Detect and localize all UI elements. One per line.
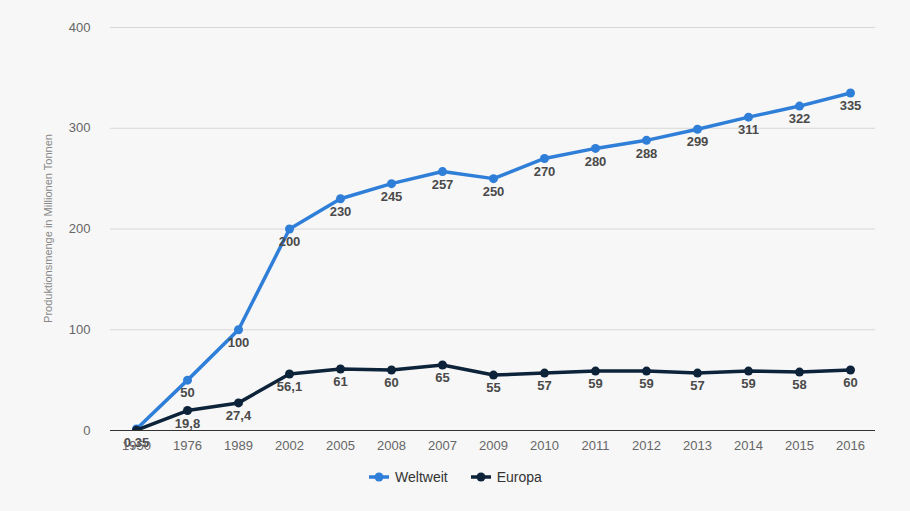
svg-text:299: 299 [687, 134, 709, 149]
svg-text:245: 245 [381, 189, 403, 204]
svg-text:2014: 2014 [734, 438, 763, 453]
svg-text:60: 60 [843, 375, 857, 390]
svg-text:1950: 1950 [122, 438, 151, 453]
svg-text:311: 311 [738, 122, 759, 137]
svg-text:50: 50 [180, 385, 194, 400]
svg-text:1976: 1976 [173, 438, 202, 453]
svg-text:57: 57 [537, 378, 551, 393]
svg-text:57: 57 [690, 378, 704, 393]
svg-text:59: 59 [741, 376, 755, 391]
svg-text:2012: 2012 [632, 438, 661, 453]
svg-text:230: 230 [330, 204, 352, 219]
svg-text:2007: 2007 [428, 438, 457, 453]
svg-text:65: 65 [435, 370, 449, 385]
svg-text:2010: 2010 [530, 438, 559, 453]
svg-text:400: 400 [69, 20, 91, 35]
svg-text:270: 270 [534, 164, 556, 179]
svg-text:60: 60 [384, 375, 398, 390]
svg-text:Produktionsmenge in Millionen: Produktionsmenge in Millionen Tonnen [42, 134, 54, 323]
html-text:Europa: Europa [496, 469, 542, 485]
svg-text:1989: 1989 [224, 438, 253, 453]
svg-text:59: 59 [639, 376, 653, 391]
svg-text:56,1: 56,1 [277, 379, 302, 394]
svg-text:2011: 2011 [582, 438, 610, 453]
svg-text:250: 250 [483, 184, 505, 199]
svg-text:27,4: 27,4 [226, 408, 252, 423]
svg-text:59: 59 [588, 376, 602, 391]
svg-text:200: 200 [69, 221, 91, 236]
svg-text:61: 61 [333, 374, 347, 389]
svg-text:19,8: 19,8 [175, 416, 200, 431]
svg-text:288: 288 [636, 146, 658, 161]
svg-text:2013: 2013 [683, 438, 712, 453]
svg-text:2015: 2015 [785, 438, 814, 453]
svg-text:2008: 2008 [377, 438, 406, 453]
svg-text:280: 280 [585, 154, 607, 169]
svg-text:55: 55 [486, 380, 500, 395]
svg-text:257: 257 [432, 177, 454, 192]
svg-text:0: 0 [83, 423, 90, 438]
svg-text:2016: 2016 [836, 438, 865, 453]
svg-text:200: 200 [279, 234, 301, 249]
html-text:Weltweit: Weltweit [395, 469, 448, 485]
svg-text:2005: 2005 [326, 438, 355, 453]
svg-text:100: 100 [69, 322, 91, 337]
svg-text:335: 335 [840, 98, 862, 113]
svg-text:2002: 2002 [275, 438, 304, 453]
svg-text:2009: 2009 [479, 438, 508, 453]
svg-text:300: 300 [69, 120, 91, 135]
svg-text:322: 322 [789, 111, 811, 126]
svg-text:100: 100 [228, 335, 250, 350]
svg-text:58: 58 [792, 377, 806, 392]
